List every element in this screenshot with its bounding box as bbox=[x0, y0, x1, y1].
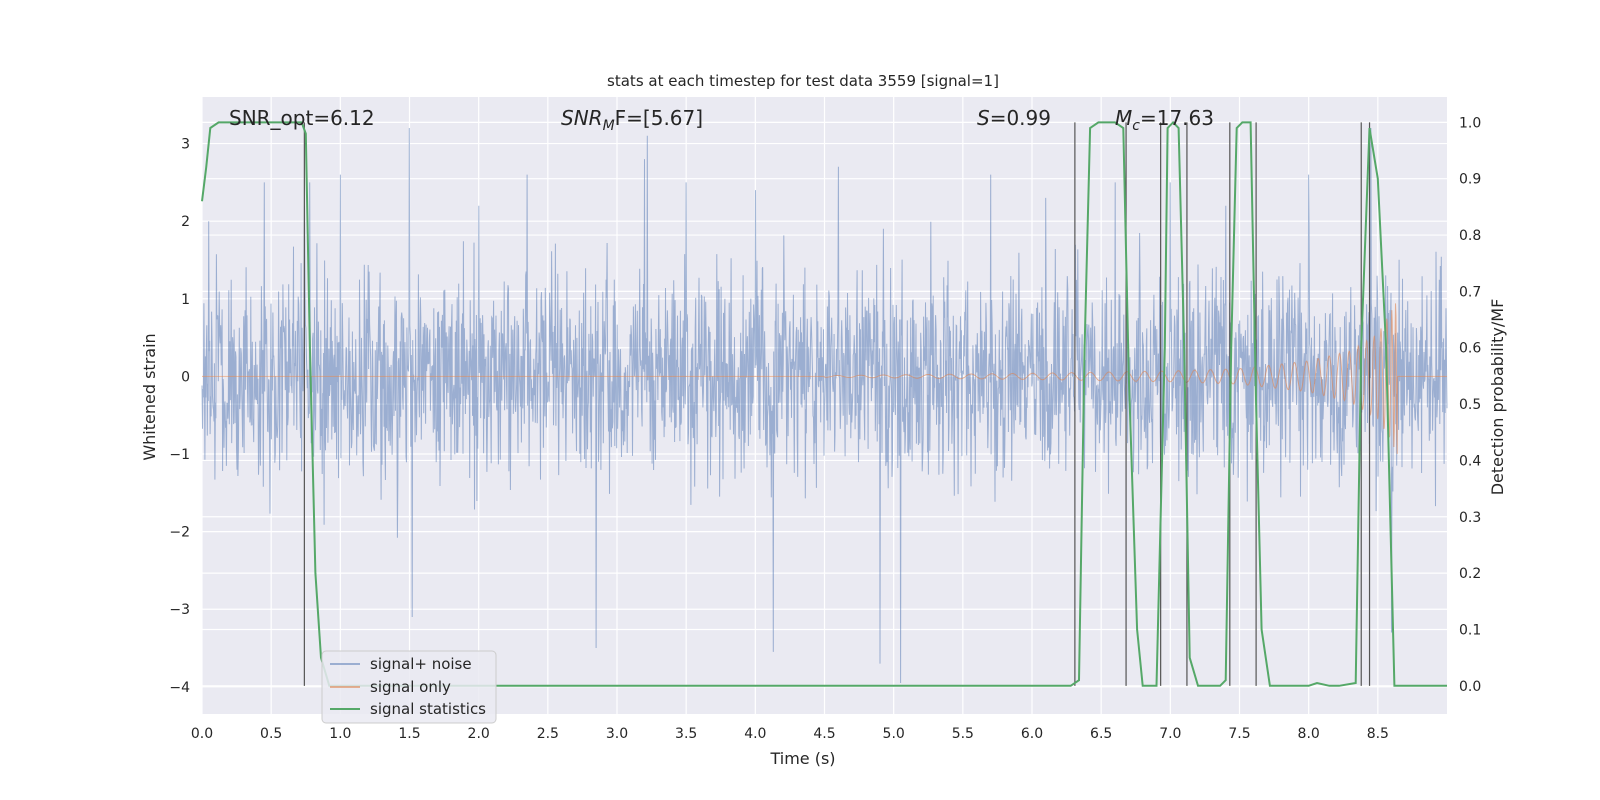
legend-label-signal-only: signal only bbox=[370, 678, 451, 696]
y-right-tick-label: 0.2 bbox=[1459, 566, 1481, 582]
x-tick-label: 4.0 bbox=[744, 726, 766, 742]
y-left-tick-label: −1 bbox=[169, 447, 190, 463]
y-right-tick-label: 0.5 bbox=[1459, 397, 1481, 413]
y-right-tick-label: 0.7 bbox=[1459, 284, 1481, 300]
y-left-tick-label: −4 bbox=[169, 680, 190, 696]
y-right-tick-label: 0.3 bbox=[1459, 510, 1481, 526]
chart-title: stats at each timestep for test data 355… bbox=[607, 72, 999, 90]
y-right-tick-label: 0.4 bbox=[1459, 453, 1481, 469]
x-axis-label: Time (s) bbox=[769, 749, 835, 768]
annotation-snr-mf: SNRMF=[5.67] bbox=[561, 106, 703, 134]
annotation-snr-mf-name: SNR bbox=[561, 106, 603, 130]
x-tick-label: 2.0 bbox=[468, 726, 490, 742]
annotation-s: S=0.99 bbox=[977, 106, 1051, 130]
y-left-tick-label: 3 bbox=[181, 137, 190, 153]
x-tick-label: 7.5 bbox=[1228, 726, 1250, 742]
x-tick-label: 1.0 bbox=[329, 726, 351, 742]
y-right-axis-label: Detection probability/MF bbox=[1488, 299, 1507, 496]
y-left-tick-label: −3 bbox=[169, 602, 190, 618]
legend-label-signal-noise: signal+ noise bbox=[370, 655, 472, 673]
x-tick-label: 5.5 bbox=[952, 726, 974, 742]
signal-statistics-line bbox=[201, 120, 1447, 687]
x-tick-label: 6.0 bbox=[1021, 726, 1043, 742]
y-right-axis-ticks: 1.0 0.9 0.8 0.7 0.6 0.5 0.4 0.3 0.2 0.1 0.0 bbox=[1459, 115, 1481, 694]
x-tick-label: 1.5 bbox=[398, 726, 420, 742]
y-right-tick-label: 0.1 bbox=[1459, 622, 1481, 638]
y-right-tick-label: 0.8 bbox=[1459, 228, 1481, 244]
x-tick-label: 5.0 bbox=[883, 726, 905, 742]
signal-statistics-series bbox=[201, 120, 1447, 687]
legend-label-signal-statistics: signal statistics bbox=[370, 700, 486, 718]
y-right-tick-label: 0.0 bbox=[1459, 679, 1481, 695]
annotation-mc: Mc=17.63 bbox=[1115, 106, 1214, 134]
y-right-tick-label: 1.0 bbox=[1459, 115, 1481, 131]
y-left-axis-label: Whitened strain bbox=[140, 333, 159, 460]
y-left-tick-label: −2 bbox=[169, 525, 190, 541]
x-tick-label: 3.0 bbox=[606, 726, 628, 742]
annotation-mc-value: =17.63 bbox=[1140, 106, 1214, 130]
annotation-snr-mf-sub: M bbox=[603, 118, 615, 134]
x-tick-label: 0.5 bbox=[260, 726, 282, 742]
x-tick-label: 8.5 bbox=[1367, 726, 1389, 742]
signal-only-series bbox=[202, 303, 1447, 454]
x-tick-label: 6.5 bbox=[1090, 726, 1112, 742]
annotation-mc-name: M bbox=[1115, 106, 1132, 130]
signal-plus-noise-series bbox=[201, 127, 1448, 684]
y-left-tick-label: 0 bbox=[181, 369, 190, 385]
y-left-tick-label: 1 bbox=[181, 292, 190, 308]
y-right-tick-label: 0.6 bbox=[1459, 341, 1481, 357]
annotation-s-value: =0.99 bbox=[990, 106, 1051, 130]
x-tick-label: 4.5 bbox=[813, 726, 835, 742]
x-tick-label: 3.5 bbox=[675, 726, 697, 742]
signal-plus-noise-line bbox=[201, 127, 1448, 684]
y-left-axis-ticks: 3 2 1 0 −1 −2 −3 −4 bbox=[169, 137, 190, 696]
annotation-mc-sub: c bbox=[1132, 118, 1140, 134]
y-left-tick-label: 2 bbox=[181, 214, 190, 230]
y-right-tick-label: 0.9 bbox=[1459, 172, 1481, 188]
annotation-snr-mf-value: F=[5.67] bbox=[615, 106, 703, 130]
annotation-s-name: S bbox=[977, 106, 990, 130]
x-tick-label: 7.0 bbox=[1159, 726, 1181, 742]
x-tick-label: 0.0 bbox=[191, 726, 213, 742]
x-tick-label: 8.0 bbox=[1298, 726, 1320, 742]
signal-only-line bbox=[202, 303, 1447, 454]
legend: signal+ noise signal only signal statist… bbox=[321, 650, 497, 724]
annotation-snr-opt: SNR_opt=6.12 bbox=[229, 106, 375, 130]
x-tick-label: 2.5 bbox=[537, 726, 559, 742]
x-axis-ticks: 0.0 0.5 1.0 1.5 2.0 2.5 3.0 3.5 4.0 4.5 5.0 5.5 6.0 6… bbox=[191, 726, 1389, 742]
